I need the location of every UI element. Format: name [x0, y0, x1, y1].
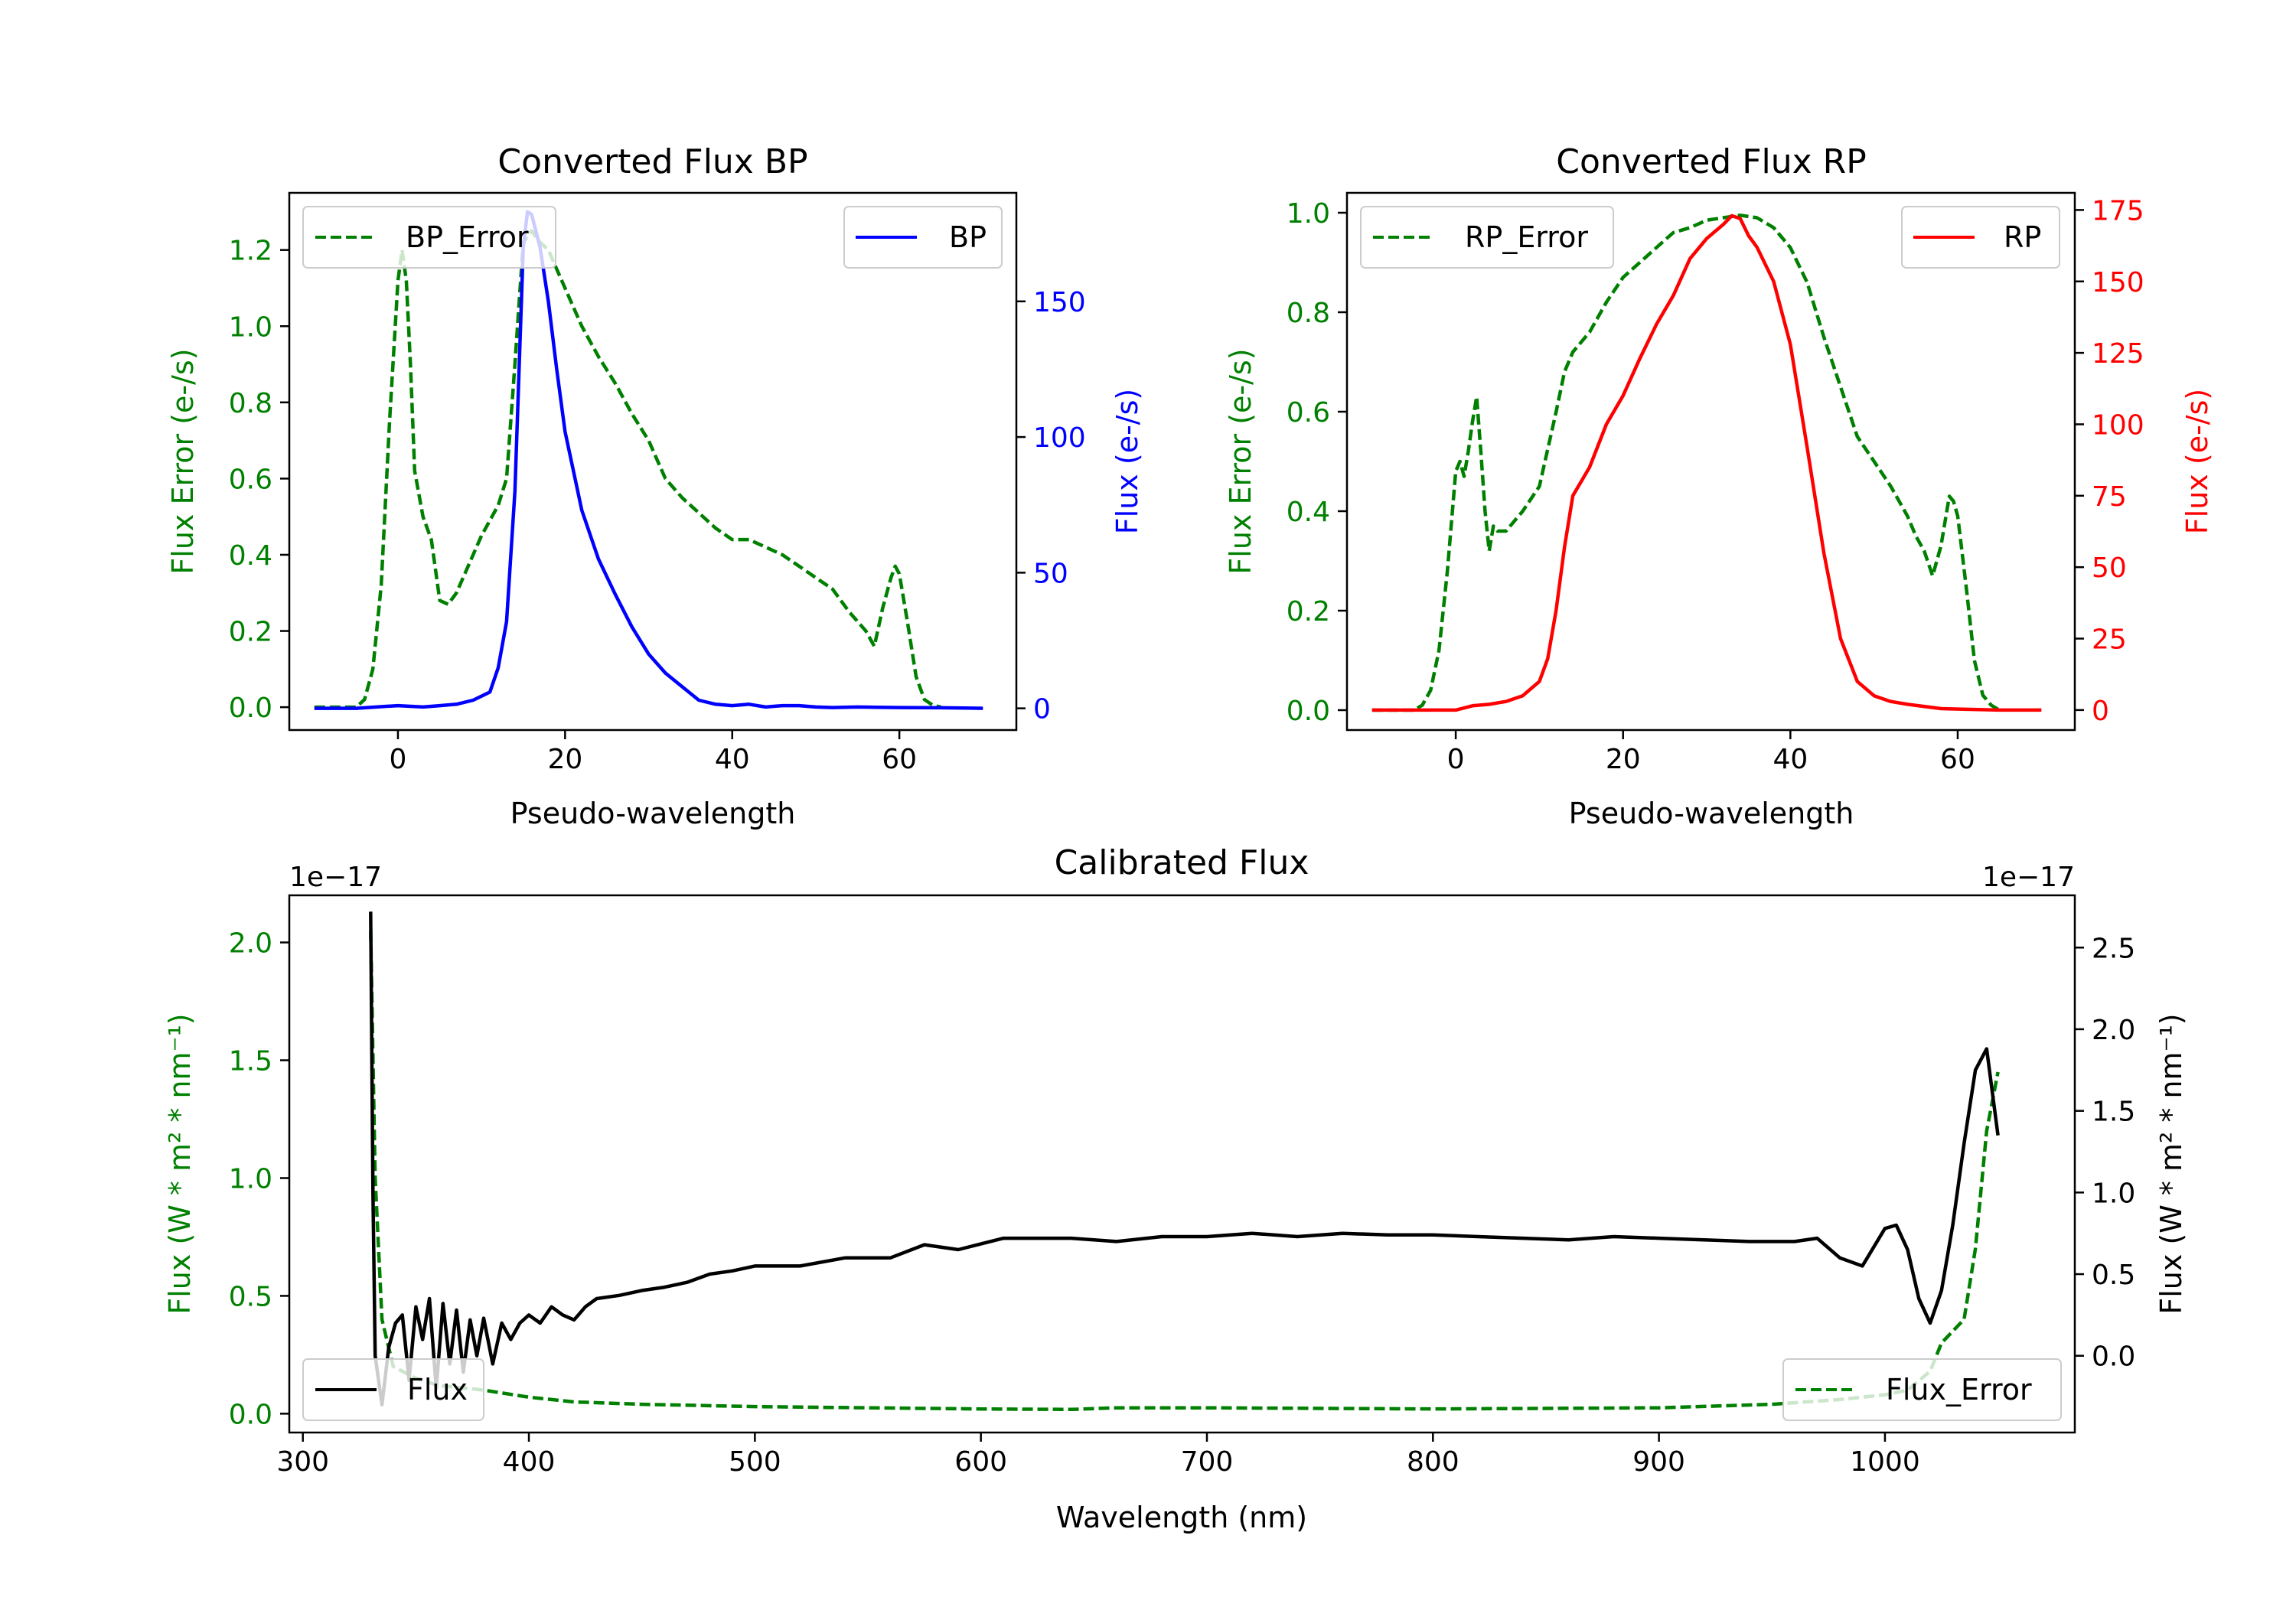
calibrated-ytick-right-label: 0.5: [2092, 1260, 2135, 1291]
bp-ytick-left-label: 1.0: [229, 311, 272, 343]
calibrated-xtick-label: 600: [954, 1446, 1007, 1478]
bp-xlabel: Pseudo-wavelength: [510, 797, 796, 830]
calibrated-xtick-label: 500: [729, 1446, 781, 1478]
calibrated-plot-frame: [288, 894, 2076, 1434]
bp-series-bp: [314, 210, 983, 710]
bp-legend-left: BP_Error: [302, 206, 556, 269]
calibrated-panel: Calibrated Flux 1e−17 1e−17 300 400 500 600…: [163, 843, 2188, 1534]
rp-xtick-label: 20: [1606, 744, 1641, 775]
calibrated-offset-right: 1e−17: [1982, 862, 2075, 893]
calibrated-xtick-label: 800: [1407, 1446, 1459, 1478]
rp-error-legend-label: RP_Error: [1465, 220, 1588, 254]
calibrated-xlabel: Wavelength (nm): [1056, 1501, 1307, 1534]
rp-ytick-right-label: 125: [2092, 338, 2144, 370]
calibrated-legend-right: Flux_Error: [1782, 1358, 2062, 1421]
rp-series-rp-error: [1371, 214, 2001, 712]
calibrated-series-flux-error: [369, 931, 2000, 1412]
rp-ytick-left-label: 0.0: [1287, 696, 1330, 727]
bp-xtick-label: 0: [390, 744, 407, 775]
rp-ytick-left-label: 0.4: [1287, 497, 1330, 528]
calibrated-legend-left: Flux: [302, 1358, 484, 1421]
flux-legend-label: Flux: [407, 1373, 468, 1407]
bp-ylabel-right: Flux (e-/s): [1110, 389, 1144, 534]
bp-ylabel-left: Flux Error (e-/s): [166, 348, 200, 574]
rp-xtick-label: 60: [1940, 744, 1975, 775]
rp-marks: [1371, 214, 2042, 712]
bp-plot-frame: [288, 191, 1018, 732]
bp-ytick-right-label: 100: [1033, 422, 1086, 454]
rp-ylabel-right: Flux (e-/s): [2180, 389, 2214, 534]
bp-xtick-label: 40: [715, 744, 750, 775]
rp-ytick-right-label: 0: [2092, 696, 2109, 727]
rp-legend-left: RP_Error: [1360, 206, 1614, 269]
bp-series-bp-error: [314, 229, 942, 709]
rp-ytick-left-label: 0.8: [1287, 298, 1330, 329]
calibrated-xtick-label: 1000: [1850, 1446, 1920, 1478]
calibrated-xtick-label: 900: [1632, 1446, 1685, 1478]
bp-legend-label: BP: [949, 220, 987, 254]
rp-xtick-label: 40: [1773, 744, 1808, 775]
calibrated-ytick-right-label: 2.0: [2092, 1015, 2135, 1046]
calibrated-ticks: 300 400 500 600 700 800 900 1000 0.0 0.5 1.0 1.5 2.0…: [229, 928, 2136, 1478]
calibrated-ylabel-left: Flux (W * m² * nm⁻¹): [163, 1013, 197, 1314]
bp-xtick-label: 60: [882, 744, 917, 775]
rp-ytick-left-label: 0.2: [1287, 596, 1330, 627]
bp-xtick-label: 20: [547, 744, 582, 775]
calibrated-offset-left: 1e−17: [289, 862, 382, 893]
bp-ytick-left-label: 0.0: [229, 693, 272, 724]
rp-plot-frame: [1345, 191, 2076, 732]
rp-ytick-right-label: 100: [2092, 409, 2144, 441]
calibrated-ytick-right-label: 1.5: [2092, 1097, 2135, 1128]
rp-ytick-right-label: 75: [2092, 481, 2127, 513]
calibrated-series-flux: [369, 911, 2000, 1407]
calibrated-ytick-right-label: 2.5: [2092, 933, 2135, 964]
rp-ytick-left-label: 0.6: [1287, 397, 1330, 429]
rp-xtick-label: 0: [1447, 744, 1465, 775]
calibrated-ytick-right-label: 0.0: [2092, 1341, 2135, 1373]
rp-legend-label: RP: [2004, 220, 2041, 254]
calibrated-ytick-left-label: 2.0: [229, 928, 272, 960]
calibrated-xtick-label: 700: [1181, 1446, 1234, 1478]
calibrated-ytick-right-label: 1.0: [2092, 1178, 2135, 1209]
calibrated-ytick-left-label: 0.0: [229, 1399, 272, 1430]
rp-ytick-left-label: 1.0: [1287, 198, 1330, 230]
bp-ytick-left-label: 0.2: [229, 617, 272, 648]
calibrated-marks: [369, 911, 2000, 1412]
calibrated-xtick-label: 300: [276, 1446, 329, 1478]
bp-ticks: 0 20 40 60 0.0 0.2 0.4 0.6 0.8 1.0 1.2 0 50 100 150: [229, 236, 1086, 775]
bp-ytick-right-label: 0: [1033, 694, 1051, 725]
rp-ytick-right-label: 50: [2092, 553, 2127, 584]
bp-ytick-right-label: 150: [1033, 287, 1086, 318]
bp-marks: [314, 210, 983, 710]
rp-ytick-right-label: 150: [2092, 267, 2144, 298]
calibrated-ytick-left-label: 0.5: [229, 1281, 272, 1312]
bp-title: Converted Flux BP: [497, 142, 807, 181]
bp-ytick-left-label: 0.8: [229, 388, 272, 419]
bp-ytick-left-label: 0.6: [229, 464, 272, 495]
rp-legend-right: RP: [1901, 206, 2060, 269]
rp-ytick-right-label: 25: [2092, 624, 2127, 656]
calibrated-ylabel-right: Flux (W * m² * nm⁻¹): [2154, 1013, 2188, 1314]
rp-ylabel-left: Flux Error (e-/s): [1224, 348, 1257, 574]
bp-panel: Converted Flux BP 0 20 40 60 0.0 0.2 0.4 0.6 0.8…: [166, 142, 1144, 830]
rp-panel: Converted Flux RP 0 20 40 60 0.0 0.2 0.4 0.6 0.8…: [1224, 142, 2214, 830]
bp-ytick-left-label: 0.4: [229, 540, 272, 572]
rp-title: Converted Flux RP: [1556, 142, 1867, 181]
bp-ytick-right-label: 50: [1033, 558, 1068, 589]
calibrated-ytick-left-label: 1.5: [229, 1046, 272, 1077]
calibrated-title: Calibrated Flux: [1055, 843, 1309, 882]
rp-xlabel: Pseudo-wavelength: [1569, 797, 1854, 830]
rp-ticks: 0 20 40 60 0.0 0.2 0.4 0.6 0.8 1.0 0 25 50 75 100 125 15…: [1287, 195, 2144, 775]
calibrated-xtick-label: 400: [503, 1446, 556, 1478]
bp-error-legend-label: BP_Error: [406, 220, 529, 254]
rp-series-rp: [1371, 214, 2042, 712]
bp-ytick-left-label: 1.2: [229, 236, 272, 267]
bp-legend-right: BP: [843, 206, 1003, 269]
calibrated-ytick-left-label: 1.0: [229, 1163, 272, 1195]
rp-ytick-right-label: 175: [2092, 195, 2144, 227]
flux-error-legend-label: Flux_Error: [1886, 1373, 2032, 1407]
